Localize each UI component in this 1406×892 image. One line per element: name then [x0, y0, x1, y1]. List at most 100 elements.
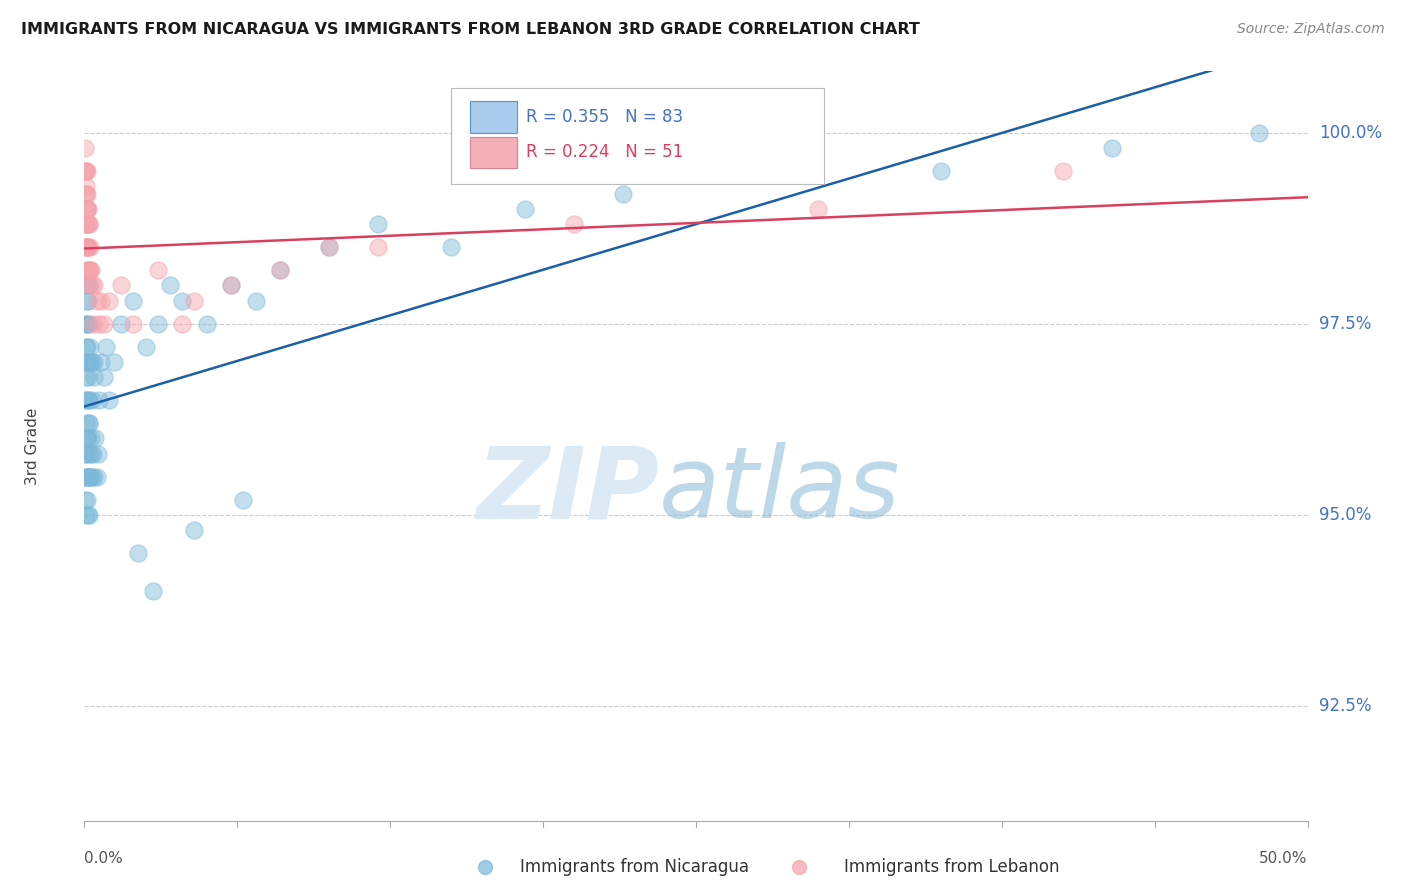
- Point: [75, 393, 97, 408]
- Point: [77, 263, 100, 277]
- Point: [79, 240, 101, 254]
- Point: [367, 240, 389, 254]
- Point: [80, 355, 103, 369]
- Point: [90, 293, 112, 308]
- Point: [75, 355, 97, 369]
- FancyBboxPatch shape: [470, 136, 517, 168]
- FancyBboxPatch shape: [451, 87, 824, 184]
- Point: [1052, 163, 1074, 178]
- Point: [77, 416, 100, 430]
- Point: [146, 263, 169, 277]
- Point: [97, 393, 120, 408]
- Point: [77, 293, 100, 308]
- Point: [183, 523, 205, 537]
- Point: [76, 202, 98, 216]
- Text: 3rd Grade: 3rd Grade: [25, 408, 41, 484]
- Point: [76, 217, 98, 231]
- Point: [79, 340, 101, 354]
- Point: [75, 240, 97, 254]
- Point: [83, 355, 105, 369]
- Point: [75, 469, 97, 483]
- Point: [562, 217, 585, 231]
- Point: [82, 393, 104, 408]
- Point: [79, 469, 101, 483]
- Point: [76, 370, 98, 384]
- Text: 97.5%: 97.5%: [1319, 315, 1371, 333]
- Point: [93, 370, 115, 384]
- Point: [80, 263, 103, 277]
- Text: Immigrants from Nicaragua: Immigrants from Nicaragua: [520, 858, 749, 876]
- Point: [159, 278, 181, 293]
- Point: [135, 340, 157, 354]
- Point: [172, 293, 194, 308]
- Point: [75, 179, 97, 194]
- Point: [110, 278, 132, 293]
- Text: 50.0%: 50.0%: [1260, 851, 1308, 865]
- Point: [76, 431, 98, 445]
- Point: [77, 240, 100, 254]
- Point: [77, 393, 100, 408]
- Point: [77, 355, 100, 369]
- Point: [75, 240, 97, 254]
- Point: [110, 317, 132, 331]
- Point: [79, 416, 101, 430]
- Point: [76, 469, 98, 483]
- Point: [146, 317, 169, 331]
- Point: [758, 163, 780, 178]
- Point: [122, 317, 145, 331]
- Point: [75, 186, 97, 201]
- Point: [80, 431, 103, 445]
- Point: [195, 317, 218, 331]
- Point: [86, 293, 108, 308]
- Point: [83, 370, 105, 384]
- Point: [513, 202, 536, 216]
- Point: [75, 163, 97, 178]
- Point: [269, 263, 291, 277]
- Point: [79, 355, 101, 369]
- Point: [787, 860, 810, 874]
- Point: [83, 278, 105, 293]
- Text: Immigrants from Lebanon: Immigrants from Lebanon: [844, 858, 1059, 876]
- Point: [80, 469, 103, 483]
- Point: [77, 447, 100, 461]
- Point: [83, 469, 105, 483]
- Point: [76, 263, 98, 277]
- Point: [219, 278, 242, 293]
- Point: [77, 317, 100, 331]
- Text: R = 0.355   N = 83: R = 0.355 N = 83: [526, 108, 683, 126]
- Point: [76, 293, 98, 308]
- Point: [1247, 126, 1270, 140]
- Text: 95.0%: 95.0%: [1319, 506, 1371, 524]
- Point: [318, 240, 340, 254]
- Point: [79, 469, 101, 483]
- Point: [76, 240, 98, 254]
- Point: [77, 263, 100, 277]
- Point: [76, 202, 98, 216]
- Point: [87, 447, 110, 461]
- Point: [73, 163, 96, 178]
- Point: [77, 202, 100, 216]
- Point: [96, 340, 118, 354]
- Point: [172, 317, 194, 331]
- Point: [75, 447, 97, 461]
- Point: [75, 186, 97, 201]
- Point: [77, 469, 100, 483]
- Point: [75, 416, 97, 430]
- Point: [77, 278, 100, 293]
- Point: [75, 447, 97, 461]
- Point: [80, 278, 103, 293]
- Point: [75, 492, 97, 507]
- Point: [76, 163, 98, 178]
- Point: [929, 163, 952, 178]
- Point: [76, 278, 98, 293]
- Point: [87, 317, 110, 331]
- Point: [75, 393, 97, 408]
- Point: [73, 317, 96, 331]
- Point: [318, 240, 340, 254]
- Point: [367, 217, 389, 231]
- Point: [97, 293, 120, 308]
- Point: [80, 447, 103, 461]
- Point: [75, 163, 97, 178]
- Point: [86, 469, 108, 483]
- Point: [1101, 141, 1123, 155]
